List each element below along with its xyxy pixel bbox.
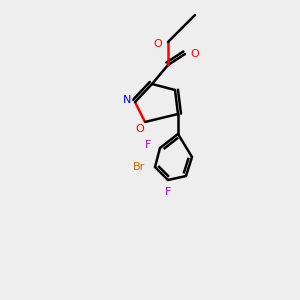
Text: O: O	[136, 124, 144, 134]
Text: O: O	[154, 39, 162, 49]
Text: O: O	[190, 49, 200, 59]
Text: Br: Br	[133, 162, 145, 172]
Text: N: N	[123, 95, 131, 105]
Text: F: F	[165, 187, 171, 197]
Text: F: F	[145, 140, 151, 150]
